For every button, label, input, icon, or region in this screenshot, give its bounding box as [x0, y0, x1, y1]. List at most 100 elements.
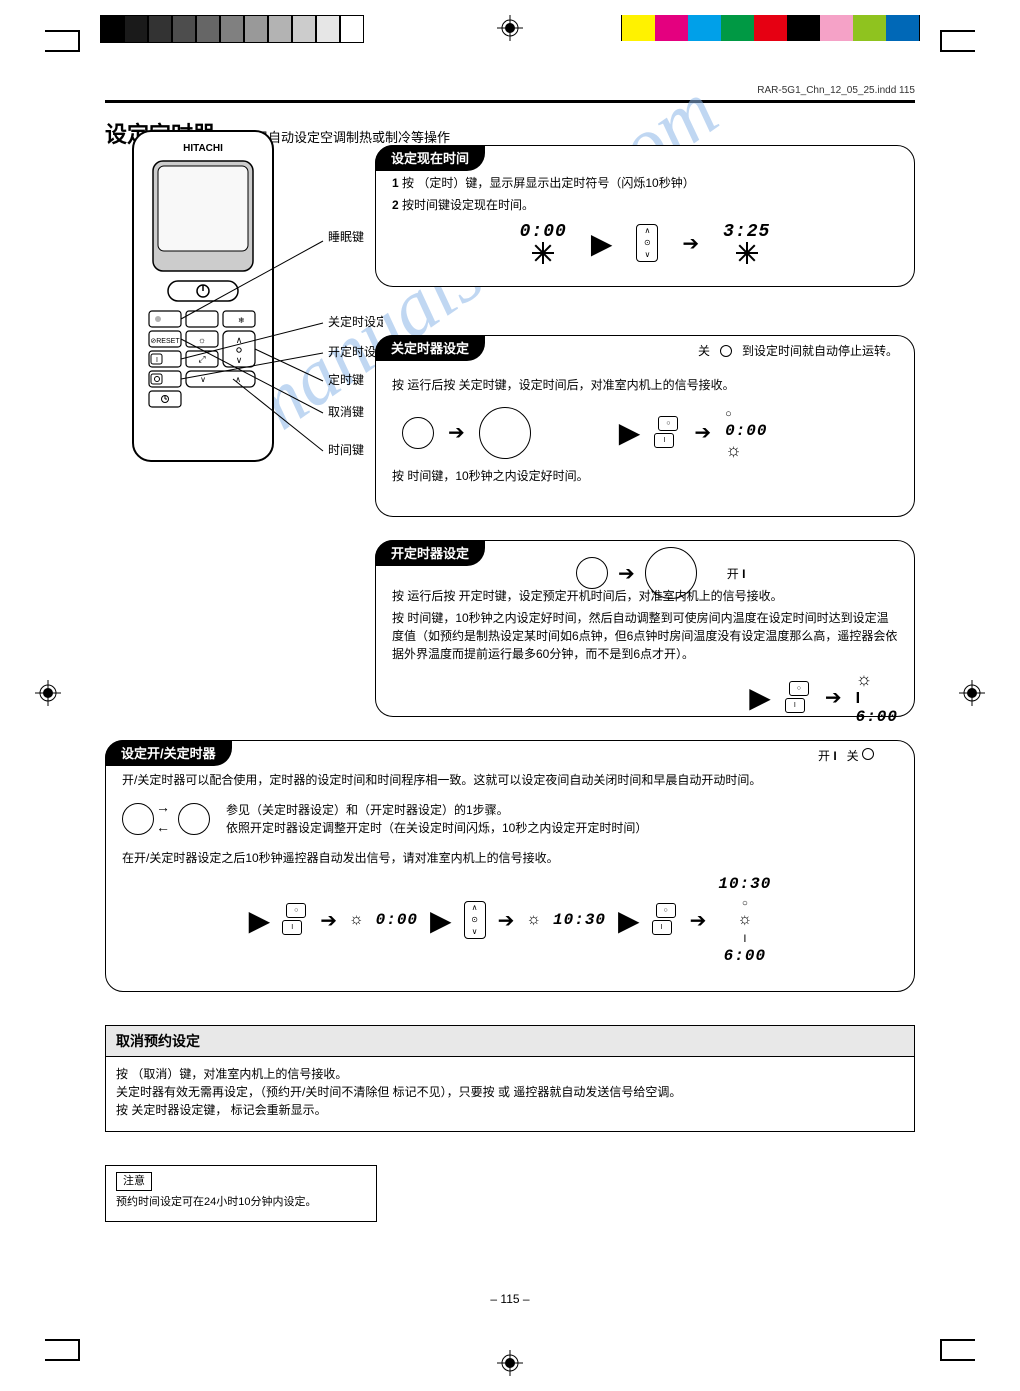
timer-button-icon: ○I [654, 416, 680, 450]
step-text: 按 运行后按 关定时键，设定时间后，对准室内机上的信号接收。 [392, 376, 898, 394]
svg-text:∨: ∨ [200, 375, 206, 384]
play-arrow-icon: ▶ [749, 681, 771, 714]
crop-mark [940, 1359, 975, 1361]
note-text: 预约时间设定可在24小时10分钟内设定。 [116, 1195, 366, 1210]
crop-mark [45, 50, 80, 52]
card-tab: 关定时器设定 [375, 335, 485, 361]
on-label: 开 I [727, 565, 746, 582]
cancel-title: 取消预约设定 [106, 1026, 914, 1057]
step-text: 按时间键设定现在时间。 [402, 198, 534, 212]
page-number: – 115 – [105, 1292, 915, 1306]
cancel-line: 按 （取消）键，对准室内机上的信号接收。 [116, 1065, 904, 1083]
step-num: 2 [392, 198, 399, 212]
crop-mark [940, 1339, 975, 1341]
circle-button-icon [178, 803, 210, 835]
card-subtitle: 关 到设定时间就自动停止运转。 [698, 342, 898, 359]
lcd-time: 0:00 [376, 911, 418, 929]
row-text-b: 依照开定时器设定调整开定时（在关设定时间闪烁，10秒之内设定开定时时间） [226, 819, 898, 837]
arrow-icon: ← [156, 819, 170, 835]
svg-text:∨: ∨ [236, 355, 243, 365]
cancel-box: 取消预约设定 按 （取消）键，对准室内机上的信号接收。 关定时器有效无需再设定，… [105, 1025, 915, 1132]
remote-label: 关定时设定键 [328, 314, 383, 329]
divider [105, 100, 915, 103]
sun-icon: ☼ [718, 911, 771, 929]
crop-mark [940, 30, 942, 52]
registration-mark-icon [959, 680, 985, 706]
svg-text:☼: ☼ [198, 335, 206, 345]
blink-icon [532, 242, 554, 264]
registration-mark-icon [497, 15, 523, 41]
card-on-timer: 开定时器设定 ➔ 开 I 按 运行后按 开定时键，设定预定开机时间后，对准室内机… [375, 540, 915, 717]
remote-label: 定时键 [328, 372, 364, 387]
crop-mark [940, 50, 975, 52]
crop-mark [45, 30, 80, 32]
off-label: 关 [698, 342, 710, 359]
row-text: 参见（关定时器设定）和（开定时器设定）的1步骤。 依照开定时器设定调整开定时（在… [226, 801, 898, 837]
play-arrow-icon: ▶ [618, 904, 640, 937]
crop-mark [45, 1359, 80, 1361]
arrow-icon: ➔ [682, 231, 699, 256]
cancel-line: 按 关定时器设定键， 标记会重新显示。 [116, 1101, 904, 1119]
step-text: 按 （定时）键，显示屏显示出定时符号（闪烁10秒钟） [402, 176, 695, 190]
lcd-time: 3:25 [723, 222, 770, 242]
timer-button-icon: ○I [282, 903, 308, 937]
remote-label: 睡眠键 [328, 230, 364, 244]
arrow-icon: ➔ [448, 420, 465, 445]
arrow-icon: → [156, 799, 170, 815]
updown-button-icon: ∧⊙∨ [464, 901, 486, 939]
step-num: 1 [392, 176, 399, 190]
crop-mark [78, 1339, 80, 1361]
crop-mark [78, 30, 80, 52]
note-label: 注意 [116, 1172, 152, 1191]
circle-button-icon [645, 547, 697, 599]
remote-diagram: HITACHI ❄︎ ⊘RESET ☼ ∧ ∨ [123, 121, 383, 486]
crop-mark [940, 1339, 942, 1361]
lcd-time: 0:00 [725, 422, 767, 440]
registration-mark-icon [35, 680, 61, 706]
desc-text: 到设定时间就自动停止运转。 [742, 342, 898, 359]
registration-mark-icon [497, 1350, 523, 1376]
card-tab: 开定时器设定 [375, 540, 485, 566]
sun-icon: ☼ [856, 669, 873, 689]
card-off-timer: 关定时器设定 关 到设定时间就自动停止运转。 按 运行后按 关定时键，设定时间后… [375, 335, 915, 517]
on-off-marks: 开 I 关 [818, 747, 874, 764]
row-text-a: 参见（关定时器设定）和（开定时器设定）的1步骤。 [226, 801, 898, 819]
file-info: RAR-5G1_Chn_12_05_25.indd 115 [105, 85, 915, 100]
arrow-icon: ➔ [825, 685, 842, 710]
page: RAR-5G1_Chn_12_05_25.indd 115 设定定时器 定时器自… [0, 0, 1020, 1391]
brand-label: HITACHI [183, 143, 223, 154]
arrow-icon: ➔ [690, 908, 707, 933]
lcd-time: 0:00 [520, 222, 567, 242]
grayscale-ramp [100, 15, 364, 41]
svg-text:I: I [156, 357, 158, 364]
arrow-icon: ➔ [320, 908, 337, 933]
arrow-icon: ➔ [498, 908, 515, 933]
circle-button-icon [576, 557, 608, 589]
step-1-text: 1 按 （定时）键，显示屏显示出定时符号（闪烁10秒钟） [392, 174, 898, 192]
sun-icon: ☼ [349, 911, 364, 929]
timer-button-icon: ○I [785, 681, 811, 715]
arrow-icon: ➔ [618, 561, 635, 586]
timer-button-icon: ○I [652, 903, 678, 937]
sun-icon: ☼ [526, 911, 541, 929]
step-2-text: 2 按时间键设定现在时间。 [392, 196, 898, 214]
lcd-time: 10:30 [718, 875, 771, 893]
play-arrow-icon: ▶ [619, 416, 641, 449]
content-area: RAR-5G1_Chn_12_05_25.indd 115 设定定时器 定时器自… [105, 85, 915, 1306]
remote-label: 时间键 [328, 443, 364, 457]
step-text: 按 时间键，10秒钟之内设定好时间。 [392, 467, 898, 485]
card-set-current-time: 设定现在时间 1 按 （定时）键，显示屏显示出定时符号（闪烁10秒钟） 2 按时… [375, 145, 915, 287]
lcd-time: 10:30 [553, 911, 606, 929]
row-text: 在开/关定时器设定之后10秒钟遥控器自动发出信号，请对准室内机上的信号接收。 [122, 849, 898, 867]
sun-icon: ☼ [725, 440, 742, 460]
card-on-off-timer: 设定开/关定时器 开 I 关 开/关定时器可以配合使用，定时器的设定时间和时间程… [105, 740, 915, 992]
lcd-time: 6:00 [856, 708, 898, 726]
blink-icon [736, 242, 758, 264]
card-tab: 设定开/关定时器 [105, 740, 232, 766]
circle-icon [720, 345, 732, 357]
circle-button-icon [402, 417, 434, 449]
remote-label: 取消键 [328, 405, 364, 419]
circle-button-icon [122, 803, 154, 835]
crop-mark [940, 30, 975, 32]
step-text: 按 时间键，10秒钟之内设定好时间，然后自动调整到可使房间内温度在设定时间时达到… [392, 609, 898, 663]
